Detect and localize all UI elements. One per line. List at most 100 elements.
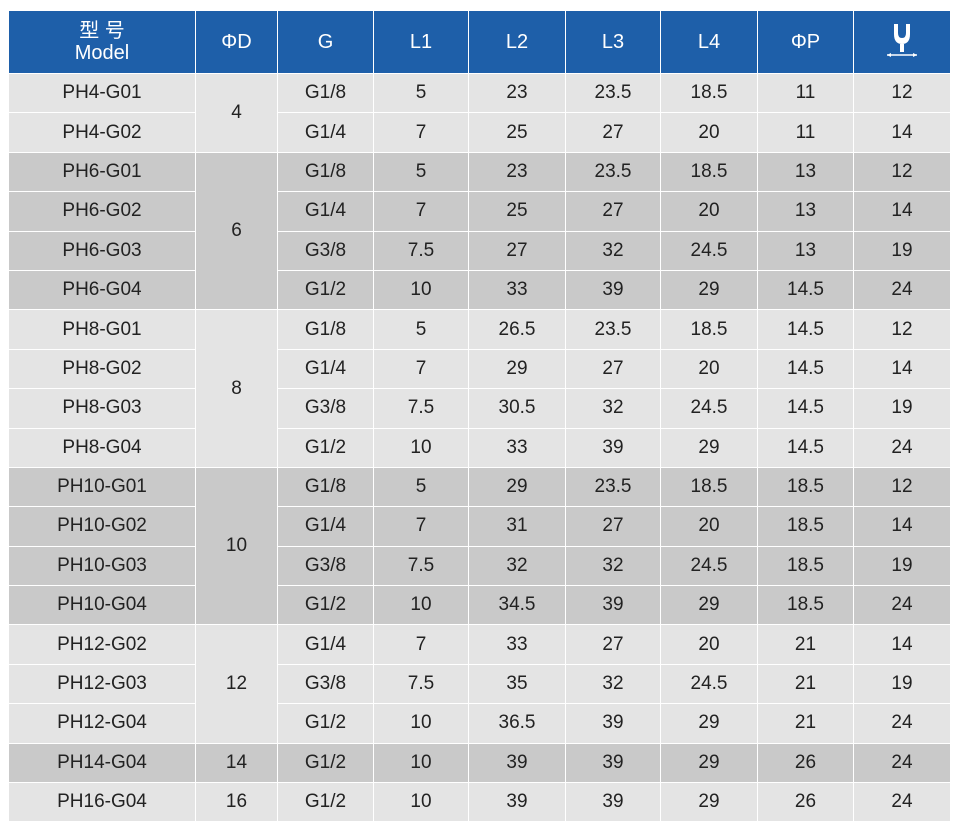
table-cell: 26 <box>757 782 854 823</box>
table-cell: PH8-G02 <box>8 348 196 390</box>
table-cell: G1/2 <box>277 742 374 784</box>
table-cell: G1/2 <box>277 427 374 468</box>
model-en: Model <box>74 42 130 64</box>
diameter-cell: 10 <box>195 466 278 626</box>
table-cell: 29 <box>660 427 758 468</box>
header-cell: 型 号 Model <box>8 10 196 74</box>
table-cell: 33 <box>468 624 566 665</box>
table-cell: 29 <box>660 703 758 744</box>
header-cell: G <box>277 10 374 74</box>
table-cell: 32 <box>565 388 661 429</box>
table-cell: 29 <box>660 585 758 626</box>
table-cell: 11 <box>757 72 854 114</box>
table-cell: 7.5 <box>373 545 469 587</box>
table-cell: 24.5 <box>660 663 758 705</box>
diameter-cell: 8 <box>195 309 278 468</box>
table-cell: PH8-G01 <box>8 309 196 350</box>
table-cell: 7.5 <box>373 663 469 705</box>
table-cell: 19 <box>853 230 951 271</box>
table-row: PH6-G04 G1/2 10 33 39 29 14.5 24 <box>8 269 951 311</box>
table-cell: 20 <box>660 348 758 390</box>
table-cell: 7 <box>373 191 469 232</box>
table-cell: 20 <box>660 191 758 232</box>
table-cell: G1/8 <box>277 72 374 114</box>
table-row: PH8-G04 G1/2 10 33 39 29 14.5 24 <box>8 427 951 468</box>
table-cell: PH10-G02 <box>8 506 196 547</box>
table-cell: G1/2 <box>277 585 374 626</box>
table-cell: 26 <box>757 742 854 784</box>
table-cell: 14 <box>853 348 951 390</box>
table-cell: PH12-G03 <box>8 663 196 705</box>
table-row: PH10-G03 G3/8 7.5 32 32 24.5 18.5 19 <box>8 545 951 587</box>
table-row: PH10-G01 10 G1/8 5 29 23.5 18.5 18.5 12 <box>8 466 951 626</box>
table-cell: 39 <box>468 742 566 784</box>
table-cell: PH10-G04 <box>8 585 196 626</box>
table-cell: PH6-G04 <box>8 269 196 311</box>
table-cell: 10 <box>373 269 469 311</box>
table-cell: 25 <box>468 191 566 232</box>
table-cell: 21 <box>757 663 854 705</box>
table-row: PH12-G02 12 G1/4 7 33 27 20 21 14 <box>8 624 951 744</box>
header-cell: ΦD <box>195 10 278 74</box>
table-cell: 23.5 <box>565 72 661 114</box>
header-row: 型 号 Model ΦD G L1 L2 L3 L4 ΦP <box>8 10 951 74</box>
table-cell: 10 <box>373 782 469 823</box>
table-row: PH8-G03 G3/8 7.5 30.5 32 24.5 14.5 19 <box>8 388 951 429</box>
diameter-cell: 16 <box>195 782 278 823</box>
table-cell: 12 <box>853 151 951 193</box>
table-cell: 21 <box>757 624 854 665</box>
table-cell: 10 <box>373 703 469 744</box>
table-cell: 23 <box>468 72 566 114</box>
table-row: PH10-G04 G1/2 10 34.5 39 29 18.5 24 <box>8 585 951 626</box>
table-cell: 24.5 <box>660 545 758 587</box>
table-cell: 33 <box>468 427 566 468</box>
table-cell: 36.5 <box>468 703 566 744</box>
table-cell: G1/4 <box>277 112 374 153</box>
table-cell: 29 <box>468 466 566 508</box>
table-cell: G3/8 <box>277 545 374 587</box>
table-cell: 13 <box>757 151 854 193</box>
table-cell: 7 <box>373 348 469 390</box>
table-cell: G3/8 <box>277 388 374 429</box>
table-cell: 13 <box>757 230 854 271</box>
table-cell: 19 <box>853 545 951 587</box>
header-cell: L4 <box>660 10 758 74</box>
table-cell: 27 <box>565 191 661 232</box>
diameter-cell: 14 <box>195 742 278 784</box>
header-cell: L3 <box>565 10 661 74</box>
table-cell: 5 <box>373 151 469 193</box>
table-cell: G1/4 <box>277 624 374 665</box>
table-cell: 30.5 <box>468 388 566 429</box>
table-cell: 27 <box>565 506 661 547</box>
table-row: PH16-G04 16 G1/2 10 39 39 29 26 24 <box>8 782 951 823</box>
table-cell: 14.5 <box>757 388 854 429</box>
table-cell: 24 <box>853 585 951 626</box>
table-row: PH14-G04 14 G1/2 10 39 39 29 26 24 <box>8 742 951 784</box>
table-row: PH6-G01 6 G1/8 5 23 23.5 18.5 13 12 <box>8 151 951 311</box>
table-cell: G3/8 <box>277 230 374 271</box>
table-cell: 25 <box>468 112 566 153</box>
table-cell: 12 <box>853 466 951 508</box>
table-cell: 14 <box>853 191 951 232</box>
table-row: PH8-G01 8 G1/8 5 26.5 23.5 18.5 14.5 12 <box>8 309 951 468</box>
table-cell: PH6-G03 <box>8 230 196 271</box>
table-cell: 10 <box>373 742 469 784</box>
table-cell: 24 <box>853 269 951 311</box>
table-cell: 39 <box>565 742 661 784</box>
table-cell: 27 <box>565 348 661 390</box>
table-cell: 5 <box>373 72 469 114</box>
table-cell: 5 <box>373 466 469 508</box>
table-cell: 31 <box>468 506 566 547</box>
table-cell: 14.5 <box>757 348 854 390</box>
table-cell: 18.5 <box>757 585 854 626</box>
table-cell: PH4-G02 <box>8 112 196 153</box>
table-row: PH10-G02 G1/4 7 31 27 20 18.5 14 <box>8 506 951 547</box>
table-cell: PH14-G04 <box>8 742 196 784</box>
model-cn: 型 号 <box>79 20 125 42</box>
table-cell: G1/8 <box>277 309 374 350</box>
table-cell: 7.5 <box>373 230 469 271</box>
table-cell: G3/8 <box>277 663 374 705</box>
table-cell: PH10-G03 <box>8 545 196 587</box>
table-cell: 14.5 <box>757 309 854 350</box>
table-cell: 7 <box>373 624 469 665</box>
